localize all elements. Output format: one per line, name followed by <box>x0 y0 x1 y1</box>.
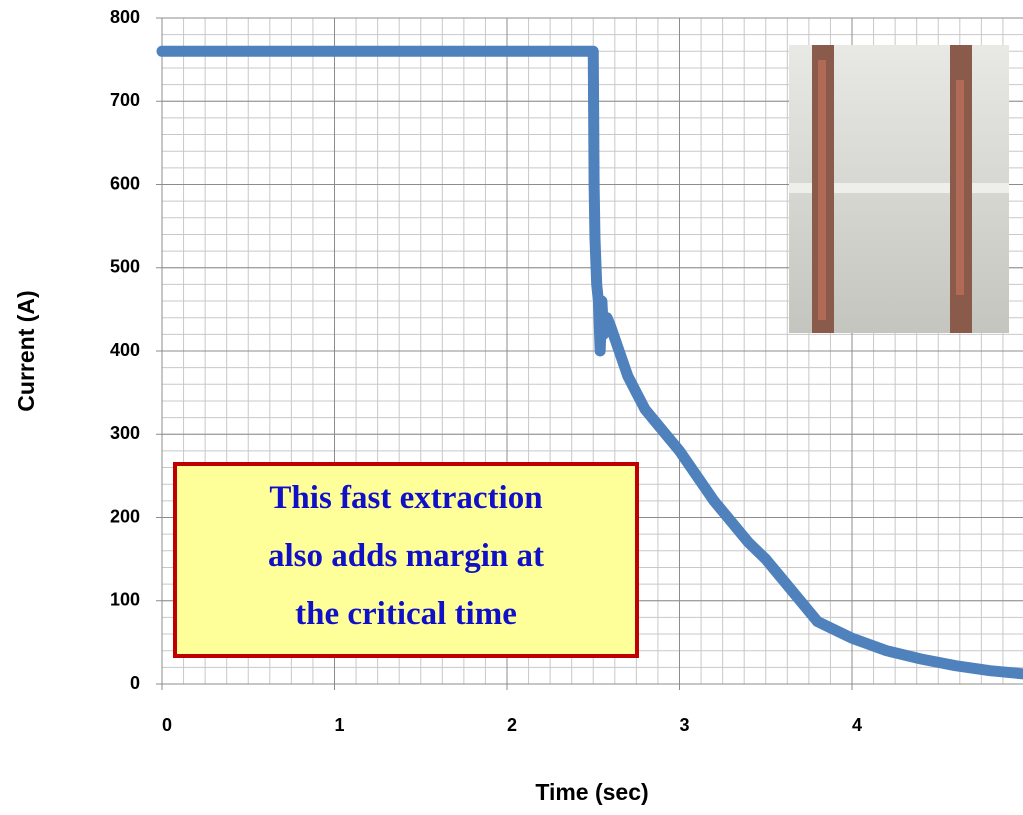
y-tick-label: 700 <box>110 90 140 110</box>
y-tick-label: 300 <box>110 423 140 443</box>
y-tick-label: 600 <box>110 173 140 193</box>
y-axis-title: Current (A) <box>13 290 39 411</box>
y-tick-label: 200 <box>110 506 140 526</box>
x-tick-label: 1 <box>334 715 344 735</box>
y-tick-label: 400 <box>110 340 140 360</box>
data-line <box>156 45 1023 680</box>
plot <box>156 45 1023 680</box>
x-tick-label: 2 <box>507 715 517 735</box>
annotation-line: also adds margin at <box>268 538 544 574</box>
y-tick-label: 800 <box>110 7 140 27</box>
annotation-box: This fast extraction also adds margin at… <box>173 462 639 658</box>
y-tick-label: 100 <box>110 590 140 610</box>
annotation-line: This fast extraction <box>269 480 542 516</box>
y-tick-label: 500 <box>110 257 140 277</box>
x-tick-label: 3 <box>679 715 689 735</box>
annotation-frame <box>173 462 639 658</box>
inset-photo <box>789 45 1009 333</box>
x-tick-label: 4 <box>852 715 862 735</box>
photo-seam <box>789 183 1009 193</box>
x-axis-title: Time (sec) <box>535 779 648 805</box>
x-tick-label: 0 <box>162 715 172 735</box>
photo-strip-highlight <box>956 80 964 295</box>
annotation-line: the critical time <box>295 596 517 632</box>
photo-strip-highlight <box>818 60 826 320</box>
y-tick-label: 0 <box>130 673 140 693</box>
